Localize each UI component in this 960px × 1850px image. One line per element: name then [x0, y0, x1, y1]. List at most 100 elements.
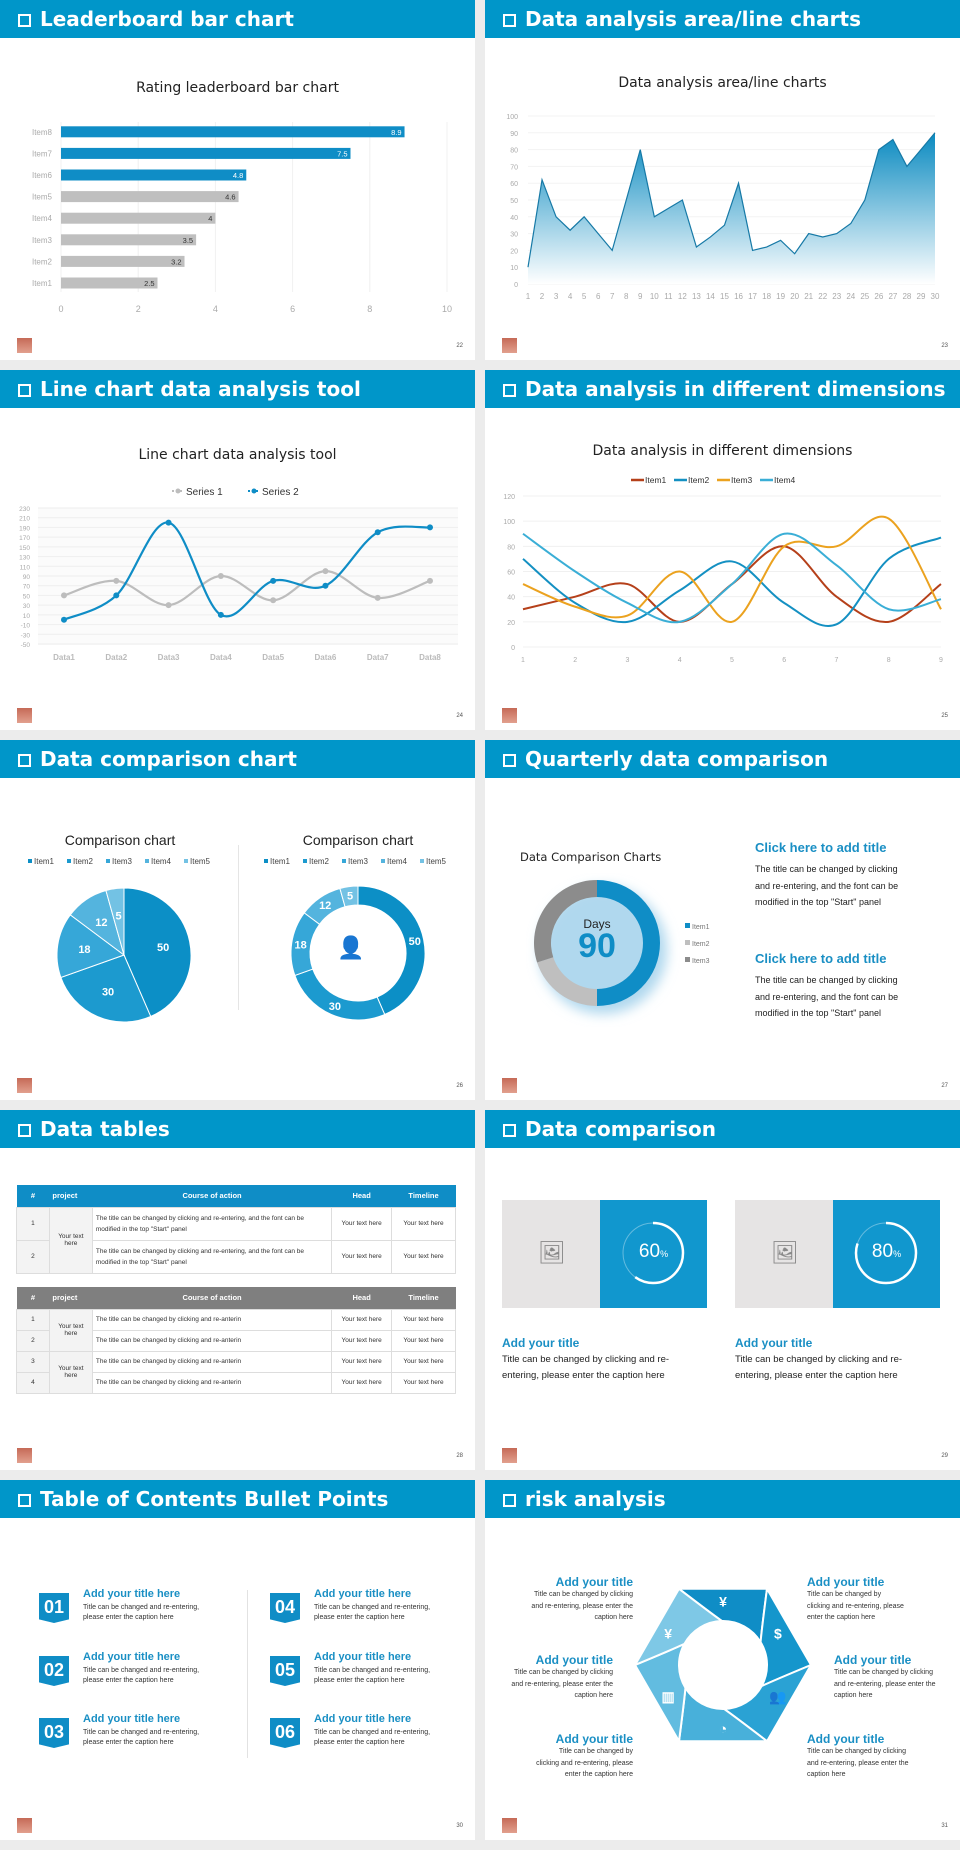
action-cell: The title can be changed by clicking and…	[91, 1308, 333, 1331]
data-label: 7.5	[337, 149, 347, 158]
legend-label: Item3	[112, 857, 133, 866]
bar	[61, 277, 158, 289]
block-text: modified in the top "Start" panel	[755, 897, 881, 907]
checkbox-bullet-icon	[18, 14, 31, 27]
risk-text: enter the caption here	[807, 1614, 876, 1621]
y-tick-label: 20	[510, 248, 518, 255]
toc-title[interactable]: Add your title here	[83, 1713, 181, 1725]
page-number: 22	[456, 343, 463, 349]
row-number: 2	[16, 1329, 50, 1352]
category-label: Item2	[32, 257, 53, 266]
y-tick-label: 90	[23, 574, 31, 581]
toc-title[interactable]: Add your title here	[83, 1651, 181, 1663]
legend-label: Item5	[426, 857, 447, 866]
slide-title: Data analysis in different dimensions	[525, 377, 946, 401]
block-text: modified in the top "Start" panel	[755, 1008, 881, 1018]
x-tick-label: 4	[678, 657, 682, 664]
pie-chart-icon: ◔	[719, 1720, 727, 1736]
risk-title[interactable]: Add your title	[555, 1732, 633, 1746]
logo-icon	[17, 708, 32, 723]
days-donut: Item1 Item2 Item3	[534, 880, 710, 1014]
series-line	[522, 536, 942, 627]
page-number: 28	[456, 1453, 463, 1459]
legend-swatch	[420, 859, 424, 863]
risk-text: caption here	[834, 1692, 873, 1699]
legend-label: Item4	[774, 475, 796, 485]
legend-marker	[175, 488, 181, 494]
slide-header: Table of Contents Bullet Points	[0, 1480, 475, 1518]
slice-label: 18	[295, 939, 307, 951]
column-header: Head	[331, 1185, 392, 1207]
slide-toc[interactable]: 01 Add your title here Title can be change…	[0, 1480, 475, 1840]
timeline-cell: Your text here	[391, 1308, 456, 1331]
x-tick-label: Data5	[262, 653, 284, 662]
block-title[interactable]: Click here to add title	[755, 840, 887, 855]
card-title[interactable]: Add your title	[735, 1336, 813, 1350]
data-label: 2.5	[144, 279, 154, 288]
image-placeholder[interactable]: 🖼	[502, 1200, 600, 1308]
legend-swatch	[685, 940, 690, 945]
x-tick-label: 8	[624, 292, 629, 301]
slide-data-tables[interactable]: # project Course of action Head Timeline 1 You…	[0, 1110, 475, 1470]
x-tick-label: 3	[626, 657, 630, 664]
data-point	[217, 611, 224, 618]
bar	[61, 126, 405, 138]
y-tick-label: 230	[19, 506, 30, 513]
risk-text: Title can be changed by	[807, 1591, 882, 1598]
risk-text: and re-entering, please enter the	[511, 1680, 613, 1688]
chart-title: Data analysis in different dimensions	[592, 443, 853, 459]
category-label: Item5	[32, 193, 53, 202]
risk-title[interactable]: Add your title	[535, 1653, 613, 1667]
slide-leaderboard[interactable]: Rating leaderboard bar chart 0 2 4 6 8 10 2.5 I…	[0, 0, 475, 360]
image-placeholder[interactable]: 🖼	[735, 1200, 833, 1308]
y-tick-label: 100	[503, 519, 515, 526]
logo-icon	[17, 1078, 32, 1093]
slide-quarterly[interactable]: Data Comparison Charts Item1 Item2 Item3 D…	[485, 740, 960, 1100]
y-tick-label: 40	[510, 215, 518, 222]
toc-title[interactable]: Add your title here	[314, 1588, 412, 1600]
column-header: Timeline	[391, 1185, 456, 1207]
bar	[61, 147, 351, 159]
risk-title[interactable]: Add your title	[834, 1653, 912, 1667]
risk-title[interactable]: Add your title	[555, 1575, 633, 1589]
slide-risk[interactable]: ¥ $ 👥 ◔ ▥ ¥ Add your title Title can be change…	[485, 1480, 960, 1840]
action-cell: The title can be changed by clicking and…	[91, 1206, 333, 1241]
number-badge: 01	[39, 1593, 69, 1623]
block-text: The title can be changed by clicking	[755, 864, 898, 874]
column-header: project	[49, 1185, 93, 1207]
number-badge: 02	[39, 1656, 69, 1686]
slide-line-tool[interactable]: Line chart data analysis tool 230 210 190 1…	[0, 370, 475, 730]
y-tick-label: 100	[506, 114, 518, 121]
category-label: Item4	[32, 214, 53, 223]
y-tick-label: 30	[510, 232, 518, 239]
slide-data-comparison[interactable]: 🖼 60% Add your title Title can be changed b…	[485, 1110, 960, 1470]
risk-text: and re-entering, please enter the	[807, 1759, 909, 1767]
toc-title[interactable]: Add your title here	[83, 1588, 181, 1600]
x-tick-label: Data1	[53, 653, 75, 662]
toc-title[interactable]: Add your title here	[314, 1651, 412, 1663]
x-tick-label: 10	[442, 304, 452, 314]
toc-title[interactable]: Add your title here	[314, 1713, 412, 1725]
slide-title: Data comparison chart	[40, 747, 297, 771]
x-tick-label: 1	[526, 292, 531, 301]
pie-slice	[105, 887, 125, 956]
slice-label: 18	[78, 944, 90, 956]
slide-dimensions[interactable]: Data analysis in different dimensions 0 2…	[485, 370, 960, 730]
slide-header: Data tables	[0, 1110, 475, 1148]
legend-label: Item1	[270, 857, 291, 866]
card-title[interactable]: Add your title	[502, 1336, 580, 1350]
pie-title: Comparison chart	[64, 832, 176, 848]
checkbox-bullet-icon	[18, 1124, 31, 1137]
toc-text: Title can be changed and re-entering,	[83, 1604, 200, 1611]
slice-label: 12	[95, 917, 107, 929]
slide-comparison-chart[interactable]: Comparison chart Comparison chart Item1 I…	[0, 740, 475, 1100]
x-tick-label: 5	[730, 657, 734, 664]
legend-label: Item4	[151, 857, 172, 866]
risk-title[interactable]: Add your title	[807, 1575, 885, 1589]
data-point	[374, 594, 381, 601]
head-cell: Your text here	[331, 1308, 393, 1331]
risk-title[interactable]: Add your title	[807, 1732, 885, 1746]
block-title[interactable]: Click here to add title	[755, 951, 887, 966]
slide-area-chart[interactable]: Data analysis area/line charts 0 10 20 30 40…	[485, 0, 960, 360]
